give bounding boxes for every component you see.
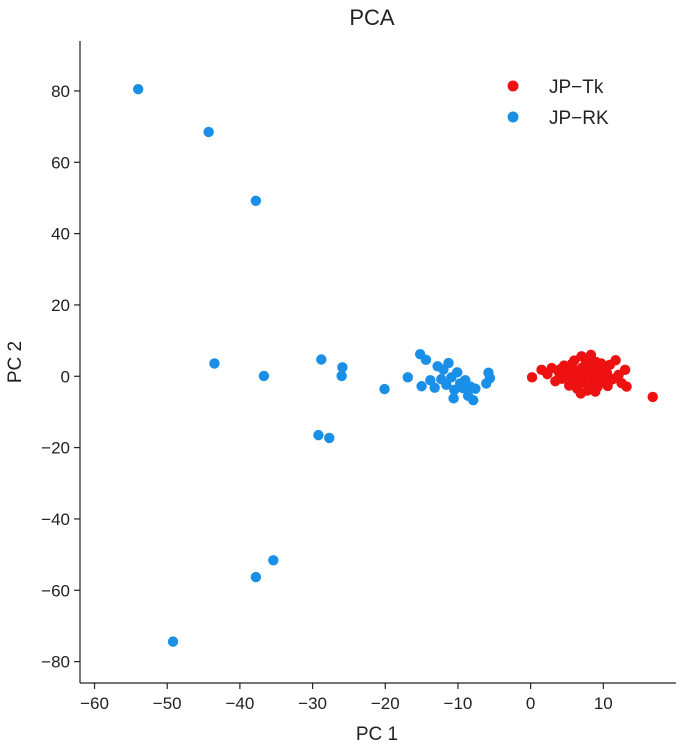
scatter-point-jp-tk xyxy=(586,383,597,395)
scatter-point-jp-tk xyxy=(595,358,607,369)
scatter-point-jp-rk xyxy=(258,370,270,382)
x-tick-label: −30 xyxy=(298,694,327,713)
legend-marker xyxy=(507,80,519,92)
legend-label: JP−Tk xyxy=(549,77,604,98)
scatter-point-jp-rk xyxy=(420,354,432,366)
scatter-point-jp-tk xyxy=(621,381,632,392)
legend: JP−Tk JP−RK xyxy=(507,77,609,129)
scatter-point-jp-rk xyxy=(468,394,479,406)
axis-labels: PCA PC 1 PC 2 xyxy=(5,5,398,745)
scatter-point-jp-rk xyxy=(441,379,452,391)
scatter-point-jp-rk xyxy=(167,636,179,647)
scatter-point-jp-rk xyxy=(132,83,144,95)
scatter-point-jp-rk xyxy=(268,555,279,566)
scatter-point-jp-tk xyxy=(577,367,589,378)
x-tick-label: −20 xyxy=(371,694,400,713)
x-tick-label: 10 xyxy=(594,694,613,713)
scatter-point-jp-rk xyxy=(313,429,324,441)
scatter-point-jp-tk xyxy=(555,363,566,375)
x-tick-label: 0 xyxy=(526,694,535,713)
chart-title: PCA xyxy=(349,5,395,30)
scatter-point-jp-rk xyxy=(250,571,262,583)
scatter-point-jp-rk xyxy=(470,383,481,394)
y-axis-title: PC 2 xyxy=(5,341,26,383)
y-tick-label: −20 xyxy=(41,439,70,458)
scatter-point-jp-rk xyxy=(379,383,390,395)
scatter-point-jp-tk xyxy=(566,358,578,369)
y-tick-label: −60 xyxy=(41,581,70,600)
scatter-point-jp-rk xyxy=(203,126,214,138)
x-tick-label: −10 xyxy=(444,694,473,713)
y-tick-label: 40 xyxy=(51,225,70,244)
scatter-point-jp-rk xyxy=(337,362,348,373)
scatter-point-jp-rk xyxy=(209,358,220,369)
x-axis-title: PC 1 xyxy=(356,724,398,745)
plot-area xyxy=(132,83,658,647)
scatter-point-jp-tk xyxy=(581,353,592,364)
scatter-point-jp-rk xyxy=(416,381,427,392)
scatter-point-jp-rk xyxy=(250,195,262,206)
scatter-point-jp-rk xyxy=(336,370,347,382)
x-tick-label: −50 xyxy=(153,694,182,713)
legend-label: JP−RK xyxy=(549,108,609,129)
scatter-point-jp-tk xyxy=(610,355,621,366)
scatter-point-jp-rk xyxy=(316,354,327,365)
y-tick-label: 20 xyxy=(51,296,70,315)
scatter-point-jp-tk xyxy=(647,391,658,403)
y-tick-label: −80 xyxy=(41,653,70,672)
scatter-point-jp-rk xyxy=(443,357,454,369)
scatter-point-jp-rk xyxy=(324,432,335,444)
x-tick-label: −40 xyxy=(225,694,254,713)
legend-marker xyxy=(507,111,519,123)
y-tick-label: −40 xyxy=(41,510,70,529)
y-tick-label: 80 xyxy=(51,82,70,101)
scatter-point-jp-rk xyxy=(429,382,440,393)
scatter-point-jp-rk xyxy=(402,372,413,383)
scatter-point-jp-rk xyxy=(448,393,459,404)
scatter-point-jp-tk xyxy=(571,379,582,391)
scatter-point-jp-tk xyxy=(526,372,538,383)
scatter-point-jp-tk xyxy=(575,388,586,399)
x-tick-label: −60 xyxy=(80,694,109,713)
scatter-point-jp-tk xyxy=(602,380,613,392)
y-tick-label: 60 xyxy=(51,153,70,172)
scatter-point-jp-tk xyxy=(619,364,631,376)
scatter-point-jp-rk xyxy=(484,372,496,384)
scatter-point-jp-rk xyxy=(452,367,463,378)
axes: −60 −50 −40 −30 −20 −10 0 10 80 60 40 20 0 −20 −40 −60 −… xyxy=(41,41,676,713)
y-tick-label: 0 xyxy=(61,367,70,386)
